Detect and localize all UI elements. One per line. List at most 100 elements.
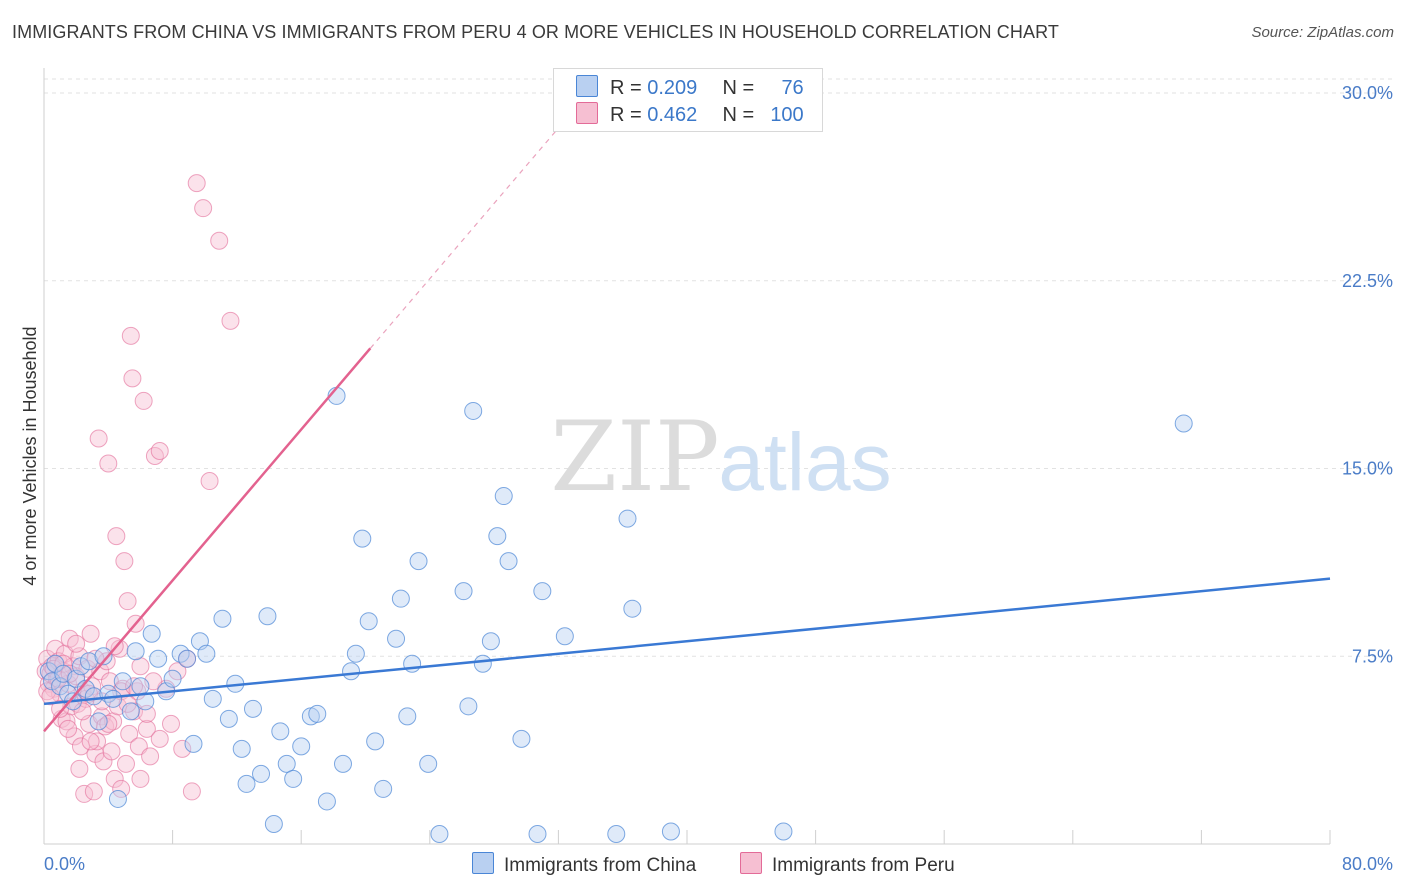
bottom-legend-peru-label: Immigrants from Peru: [772, 855, 955, 876]
point-china: [430, 824, 449, 843]
point-china: [271, 722, 290, 741]
point-peru: [150, 441, 169, 460]
point-peru: [71, 737, 90, 756]
point-china: [94, 647, 113, 666]
point-china: [39, 662, 58, 681]
point-peru: [81, 624, 100, 643]
point-china: [184, 734, 203, 753]
point-china: [387, 629, 406, 648]
point-peru: [121, 326, 140, 345]
point-peru: [134, 391, 153, 410]
source-label: Source: ZipAtlas.com: [1251, 24, 1394, 41]
point-peru: [150, 729, 169, 748]
point-china: [473, 654, 492, 673]
point-china: [623, 599, 642, 618]
point-china: [391, 589, 410, 608]
point-peru: [200, 472, 219, 491]
trend-line-peru: [43, 347, 372, 733]
point-china: [308, 704, 327, 723]
bottom-legend-china-label: Immigrants from China: [504, 855, 697, 876]
point-china: [237, 774, 256, 793]
point-china: [108, 789, 127, 808]
legend-n-value-china: 76: [781, 77, 804, 99]
point-peru: [41, 687, 60, 706]
point-china: [197, 644, 216, 663]
point-china: [252, 764, 271, 783]
point-peru: [173, 739, 192, 758]
point-peru: [118, 592, 137, 611]
point-china: [488, 527, 507, 546]
point-china: [419, 754, 438, 773]
point-china: [555, 627, 574, 646]
point-china: [512, 729, 531, 748]
legend-swatch-china: [576, 75, 598, 97]
point-china: [213, 609, 232, 628]
point-china: [618, 509, 637, 528]
series-peru-points: [36, 174, 240, 803]
point-peru: [112, 779, 131, 798]
point-china: [258, 607, 277, 626]
point-china: [499, 552, 518, 571]
point-peru: [110, 639, 129, 658]
point-china: [178, 649, 197, 668]
point-china: [203, 689, 222, 708]
point-china: [333, 754, 352, 773]
point-peru: [73, 702, 92, 721]
watermark-zip: ZIP: [550, 401, 719, 513]
legend-row-china: R = 0.209 N = 76: [576, 75, 804, 99]
bottom-swatch-china: [472, 852, 494, 874]
watermark-atlas: atlas: [718, 417, 891, 508]
point-peru: [107, 527, 126, 546]
point-peru: [129, 737, 148, 756]
point-peru: [120, 724, 139, 743]
legend-r-value-peru: 0.462: [647, 104, 698, 126]
point-china: [149, 649, 168, 668]
point-peru: [210, 231, 229, 250]
point-china: [481, 632, 500, 651]
point-peru: [194, 199, 213, 218]
trend-line-peru-extension: [369, 127, 559, 349]
y-axis-label: 4 or more Vehicles in Household: [20, 326, 40, 585]
y-tick-label: 30.0%: [1342, 83, 1393, 103]
y-tick-label: 15.0%: [1342, 459, 1393, 479]
point-china: [80, 652, 99, 671]
point-peru: [105, 769, 124, 788]
point-china: [126, 642, 145, 661]
point-peru: [131, 769, 150, 788]
bottom-legend-china: Immigrants from China: [472, 852, 696, 877]
point-peru: [67, 634, 86, 653]
point-china: [366, 732, 385, 751]
point-peru: [115, 552, 134, 571]
point-china: [359, 612, 378, 631]
point-china: [264, 814, 283, 833]
point-china: [277, 754, 296, 773]
point-china: [494, 487, 513, 506]
stats-legend: R = 0.209 N = 76 R = 0.462 N = 100: [553, 68, 823, 132]
point-peru: [92, 707, 111, 726]
point-peru: [99, 454, 118, 473]
tick-labels: 7.5% 15.0% 22.5% 30.0% 0.0% 80.0%: [44, 83, 1393, 874]
point-china: [661, 822, 680, 841]
chart-title: IMMIGRANTS FROM CHINA VS IMMIGRANTS FROM…: [12, 22, 1059, 42]
point-china: [533, 582, 552, 601]
point-china: [292, 737, 311, 756]
point-peru: [88, 732, 107, 751]
point-china: [243, 699, 262, 718]
point-peru: [97, 652, 116, 671]
point-china: [528, 824, 547, 843]
point-peru: [182, 782, 201, 801]
point-peru: [187, 174, 206, 193]
point-china: [142, 624, 161, 643]
trend-line-china: [43, 577, 1331, 706]
legend-n-value-peru: 100: [770, 104, 804, 126]
point-china: [454, 582, 473, 601]
point-china: [121, 702, 140, 721]
gridlines: [44, 78, 1392, 657]
point-china: [346, 644, 365, 663]
trend-lines: [43, 127, 1331, 733]
point-china: [459, 697, 478, 716]
point-china: [607, 824, 626, 843]
point-china: [342, 662, 361, 681]
point-china: [464, 401, 483, 420]
point-peru: [59, 719, 78, 738]
